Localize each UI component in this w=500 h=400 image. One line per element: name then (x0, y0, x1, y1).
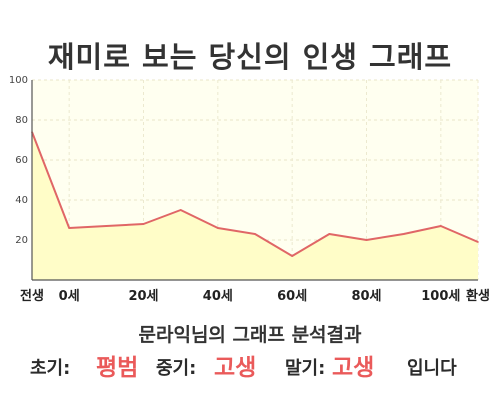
x-tick-label: 100세 (421, 289, 460, 304)
x-tick-label: 0세 (59, 289, 80, 304)
early-label: 초기: (30, 358, 71, 379)
x-tick-label: 20세 (128, 289, 158, 304)
late-label: 말기: (285, 358, 326, 379)
x-tick-label: 환생 (466, 288, 490, 304)
data-point (68, 227, 70, 229)
y-tick-label: 100 (9, 75, 28, 86)
x-tick-label: 40세 (203, 289, 233, 304)
x-tick-label: 80세 (351, 289, 381, 304)
data-point (477, 241, 479, 243)
early-value: 평범 (96, 355, 139, 381)
data-point (217, 227, 219, 229)
data-point (402, 233, 405, 235)
x-tick-label: 60세 (277, 289, 307, 304)
data-point (440, 225, 442, 227)
x-axis-ticks: 전생 0세 20세 40세 60세 80세 100세 환생 (20, 288, 490, 304)
middle-value: 고생 (214, 355, 257, 381)
data-point (254, 233, 256, 235)
axes (31, 80, 478, 281)
y-tick-label: 60 (15, 155, 28, 166)
y-tick-label: 40 (15, 195, 28, 206)
late-value: 고생 (332, 355, 375, 381)
middle-label: 중기: (156, 358, 197, 379)
data-point (142, 223, 145, 225)
data-point (291, 255, 293, 257)
y-axis-ticks: 20 40 60 80 100 (9, 75, 28, 246)
page-title: 재미로 보는 당신의 인생 그래프 (47, 40, 453, 74)
result-heading: 문라익님의 그래프 분석결과 (138, 324, 362, 346)
data-point (105, 225, 108, 227)
result-summary: 초기: 평범 중기: 고생 말기: 고생 입니다 (0, 348, 500, 381)
result-suffix: 입니다 (407, 358, 457, 379)
area-fill (32, 132, 478, 280)
data-point (328, 233, 331, 235)
data-point (365, 239, 368, 241)
y-tick-label: 80 (15, 115, 28, 126)
x-tick-label: 전생 (20, 288, 44, 304)
data-point (179, 209, 182, 211)
y-tick-label: 20 (15, 235, 28, 246)
